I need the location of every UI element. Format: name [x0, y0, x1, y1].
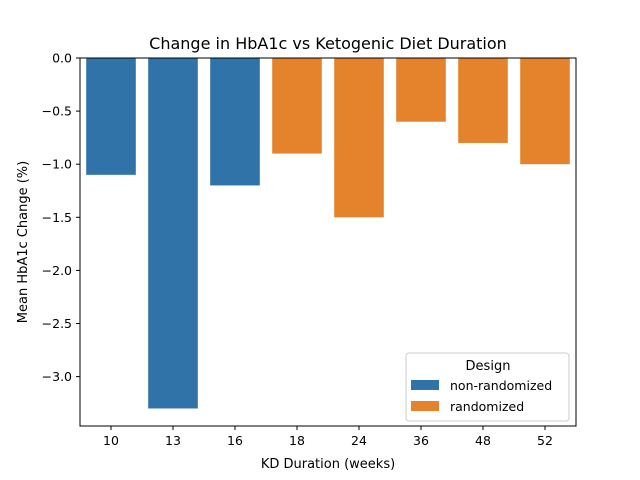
x-axis-ticks: 10 13 16 18 24 36 48 52 [103, 426, 553, 448]
x-tick-label: 52 [537, 433, 553, 448]
x-axis-label: KD Duration (weeks) [261, 457, 395, 472]
x-tick-label: 13 [165, 433, 181, 448]
bar-10 [86, 58, 136, 175]
bar-16 [210, 58, 260, 186]
bars-group [86, 58, 570, 409]
bar-24 [334, 58, 384, 218]
x-tick-label: 18 [289, 433, 305, 448]
legend: Design non-randomized randomized [405, 352, 570, 422]
bar-18 [272, 58, 322, 154]
y-axis-label: Mean HbA1c Change (%) [16, 161, 31, 323]
x-tick-label: 48 [475, 433, 491, 448]
y-tick-label: −0.5 [42, 104, 72, 119]
legend-label-non-randomized: non-randomized [450, 378, 552, 393]
bar-36 [396, 58, 446, 122]
x-tick-label: 16 [227, 433, 243, 448]
y-tick-label: −1.5 [42, 210, 72, 225]
legend-swatch-randomized [411, 401, 439, 411]
legend-swatch-non-randomized [411, 380, 439, 390]
x-tick-label: 10 [103, 433, 119, 448]
x-tick-label: 36 [413, 433, 429, 448]
bar-48 [458, 58, 508, 143]
y-tick-label: 0.0 [52, 51, 72, 66]
y-tick-label: −3.0 [42, 369, 72, 384]
bar-52 [520, 58, 570, 165]
y-tick-label: −2.0 [42, 263, 72, 278]
legend-label-randomized: randomized [450, 399, 524, 414]
x-tick-label: 24 [351, 433, 367, 448]
plot-frame [79, 57, 577, 427]
y-tick-label: −2.5 [42, 316, 72, 331]
y-axis-ticks: 0.0 −0.5 −1.0 −1.5 −2.0 −2.5 −3.0 [42, 51, 80, 384]
legend-title: Design [466, 359, 511, 374]
y-tick-label: −1.0 [42, 157, 72, 172]
chart-title: Change in HbA1c vs Ketogenic Diet Durati… [149, 34, 507, 53]
legend-box [405, 352, 570, 422]
bar-13 [148, 58, 198, 409]
